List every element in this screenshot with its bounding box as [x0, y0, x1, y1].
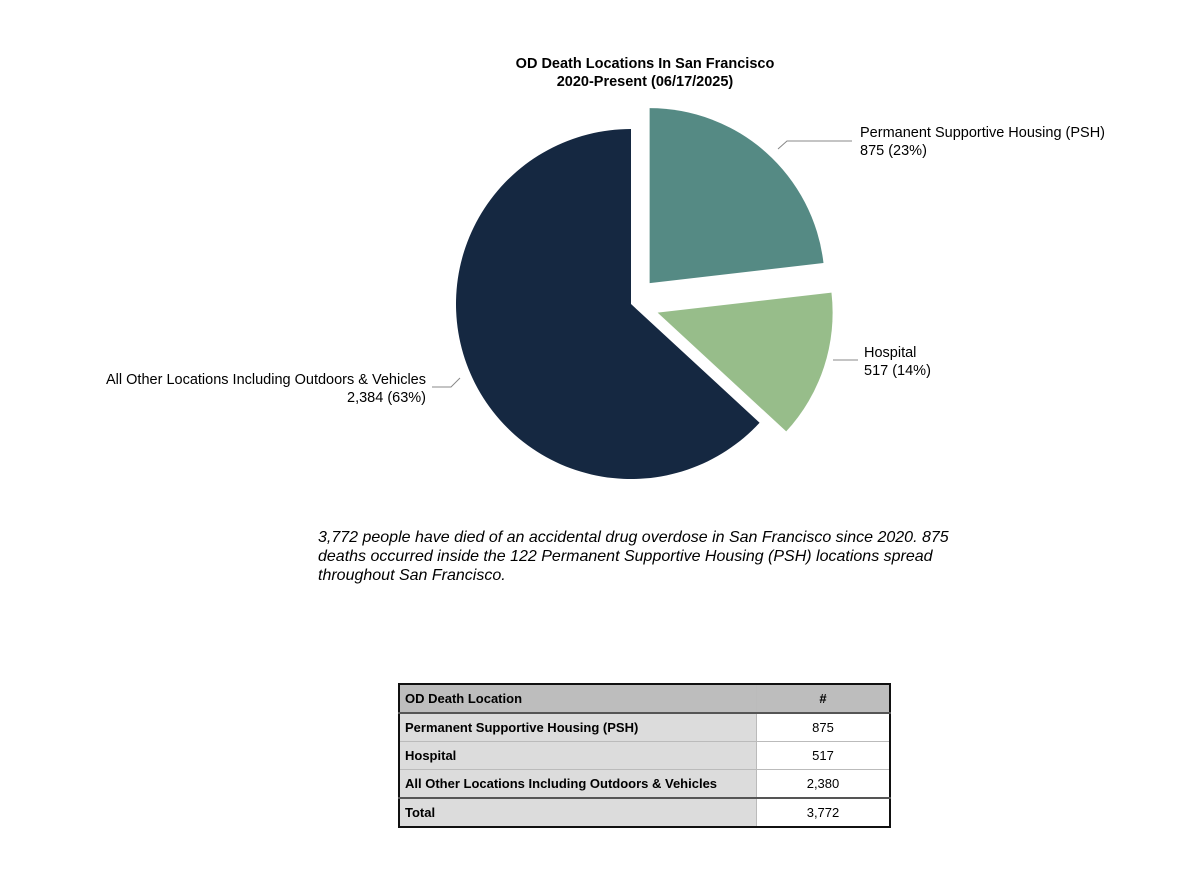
pie-slice-2: [456, 129, 760, 479]
label-hospital-name: Hospital: [864, 345, 917, 361]
header-count: #: [756, 683, 891, 714]
cell-total-value: 3,772: [756, 797, 891, 828]
pie-chart: [432, 108, 858, 479]
table-header-row: OD Death Location #: [398, 683, 891, 714]
cell-count: 2,380: [756, 769, 891, 799]
label-psh: Permanent Supportive Housing (PSH) 875 (…: [860, 124, 1105, 160]
header-location: OD Death Location: [398, 683, 757, 714]
title-line-2: 2020-Present (06/17/2025): [556, 74, 734, 90]
label-other-value: 2,384 (63%): [347, 390, 426, 406]
leader-line-2: [432, 377, 461, 388]
table-total-row: Total 3,772: [398, 797, 891, 828]
label-other: All Other Locations Including Outdoors &…: [106, 371, 426, 407]
label-psh-name: Permanent Supportive Housing (PSH): [860, 125, 1106, 141]
data-table: OD Death Location # Permanent Supportive…: [398, 683, 891, 828]
label-hospital: Hospital 517 (14%): [864, 344, 931, 380]
caption: 3,772 people have died of an accidental …: [318, 529, 949, 584]
cell-count: 517: [756, 741, 891, 770]
title-line-1: OD Death Locations In San Francisco: [515, 56, 775, 72]
table-row: All Other Locations Including Outdoors &…: [398, 769, 891, 799]
table-row: Hospital 517: [398, 741, 891, 770]
chart-title: OD Death Locations In San Francisco 2020…: [445, 55, 845, 91]
table-row: Permanent Supportive Housing (PSH) 875: [398, 712, 891, 742]
pie-slice-1: [657, 292, 833, 432]
cell-location: Hospital: [398, 741, 757, 770]
cell-total-label: Total: [398, 797, 757, 828]
label-psh-value: 875 (23%): [860, 143, 927, 159]
label-other-name: All Other Locations Including Outdoors &…: [106, 372, 426, 388]
label-hospital-value: 517 (14%): [864, 363, 931, 379]
cell-location: Permanent Supportive Housing (PSH): [398, 712, 757, 742]
cell-count: 875: [756, 712, 891, 742]
leader-line-0: [777, 140, 852, 150]
pie-slice-0: [649, 108, 824, 284]
cell-location: All Other Locations Including Outdoors &…: [398, 769, 757, 799]
